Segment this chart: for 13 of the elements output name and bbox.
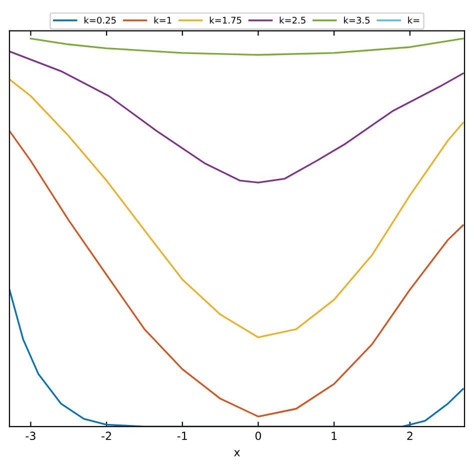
legend-label: k=1.75 xyxy=(210,16,242,24)
x-tick-label: -2 xyxy=(102,432,111,440)
x-tick-label: 1 xyxy=(332,432,337,440)
legend-label: k=3.5 xyxy=(344,16,370,24)
legend-label: k=0.25 xyxy=(84,16,116,24)
x-tick-label: -3 xyxy=(26,432,36,440)
legend-label: k=1 xyxy=(154,16,172,24)
legend-label: k= xyxy=(408,16,420,24)
x-tick-label: 0 xyxy=(255,432,262,440)
legend-label: k=2.5 xyxy=(280,16,306,24)
x-tick-label: -1 xyxy=(177,432,187,440)
x-tick-label: 2 xyxy=(407,432,412,440)
x-axis-title: x xyxy=(234,450,240,456)
